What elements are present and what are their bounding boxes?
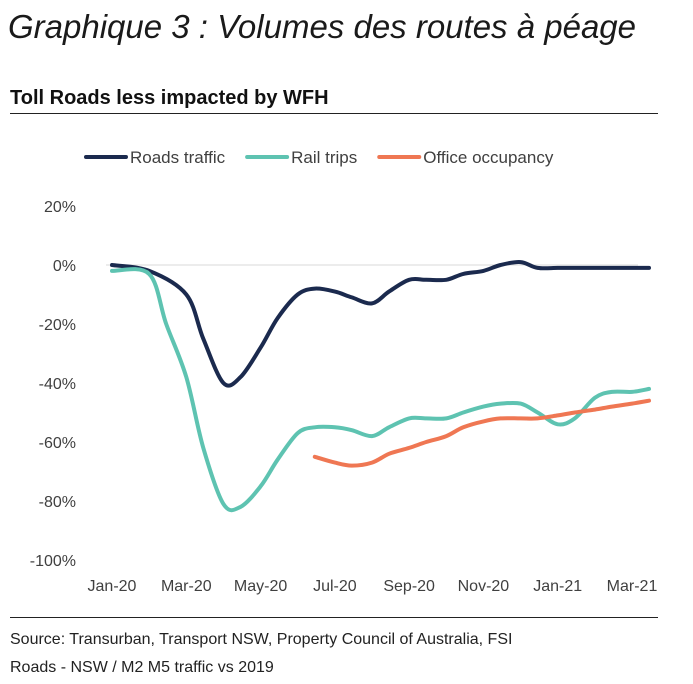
x-tick-label: Sep-20	[383, 578, 435, 595]
office-occupancy-line	[312, 398, 651, 468]
x-tick-label: Jul-20	[313, 578, 357, 595]
x-tick-label: Jan-21	[533, 578, 582, 595]
legend-label: Rail trips	[291, 148, 357, 167]
y-tick-label: -60%	[39, 435, 76, 452]
rail-trips-line	[110, 267, 651, 513]
x-tick-label: May-20	[234, 578, 287, 595]
roads-traffic-line	[110, 260, 651, 388]
title-rule	[10, 113, 658, 114]
x-tick-label: Mar-20	[161, 578, 212, 595]
x-tick-label: Jan-20	[88, 578, 137, 595]
chart-title: Toll Roads less impacted by WFH	[10, 87, 329, 109]
y-tick-label: 0%	[53, 258, 76, 275]
legend-label: Roads traffic	[130, 148, 226, 167]
x-tick-label: Nov-20	[458, 578, 510, 595]
y-tick-label: -20%	[39, 317, 76, 334]
legend-label: Office occupancy	[423, 148, 554, 167]
y-tick-label: -100%	[30, 553, 76, 570]
source-line-1: Source: Transurban, Transport NSW, Prope…	[10, 631, 513, 648]
source-rule	[10, 617, 658, 618]
source-line-2: Roads - NSW / M2 M5 traffic vs 2019	[10, 659, 274, 676]
y-tick-label: -40%	[39, 376, 76, 393]
page-heading: Graphique 3 : Volumes des routes à péage	[8, 8, 637, 45]
y-tick-label: 20%	[44, 199, 76, 216]
x-tick-label: Mar-21	[607, 578, 658, 595]
y-tick-label: -80%	[39, 494, 76, 511]
